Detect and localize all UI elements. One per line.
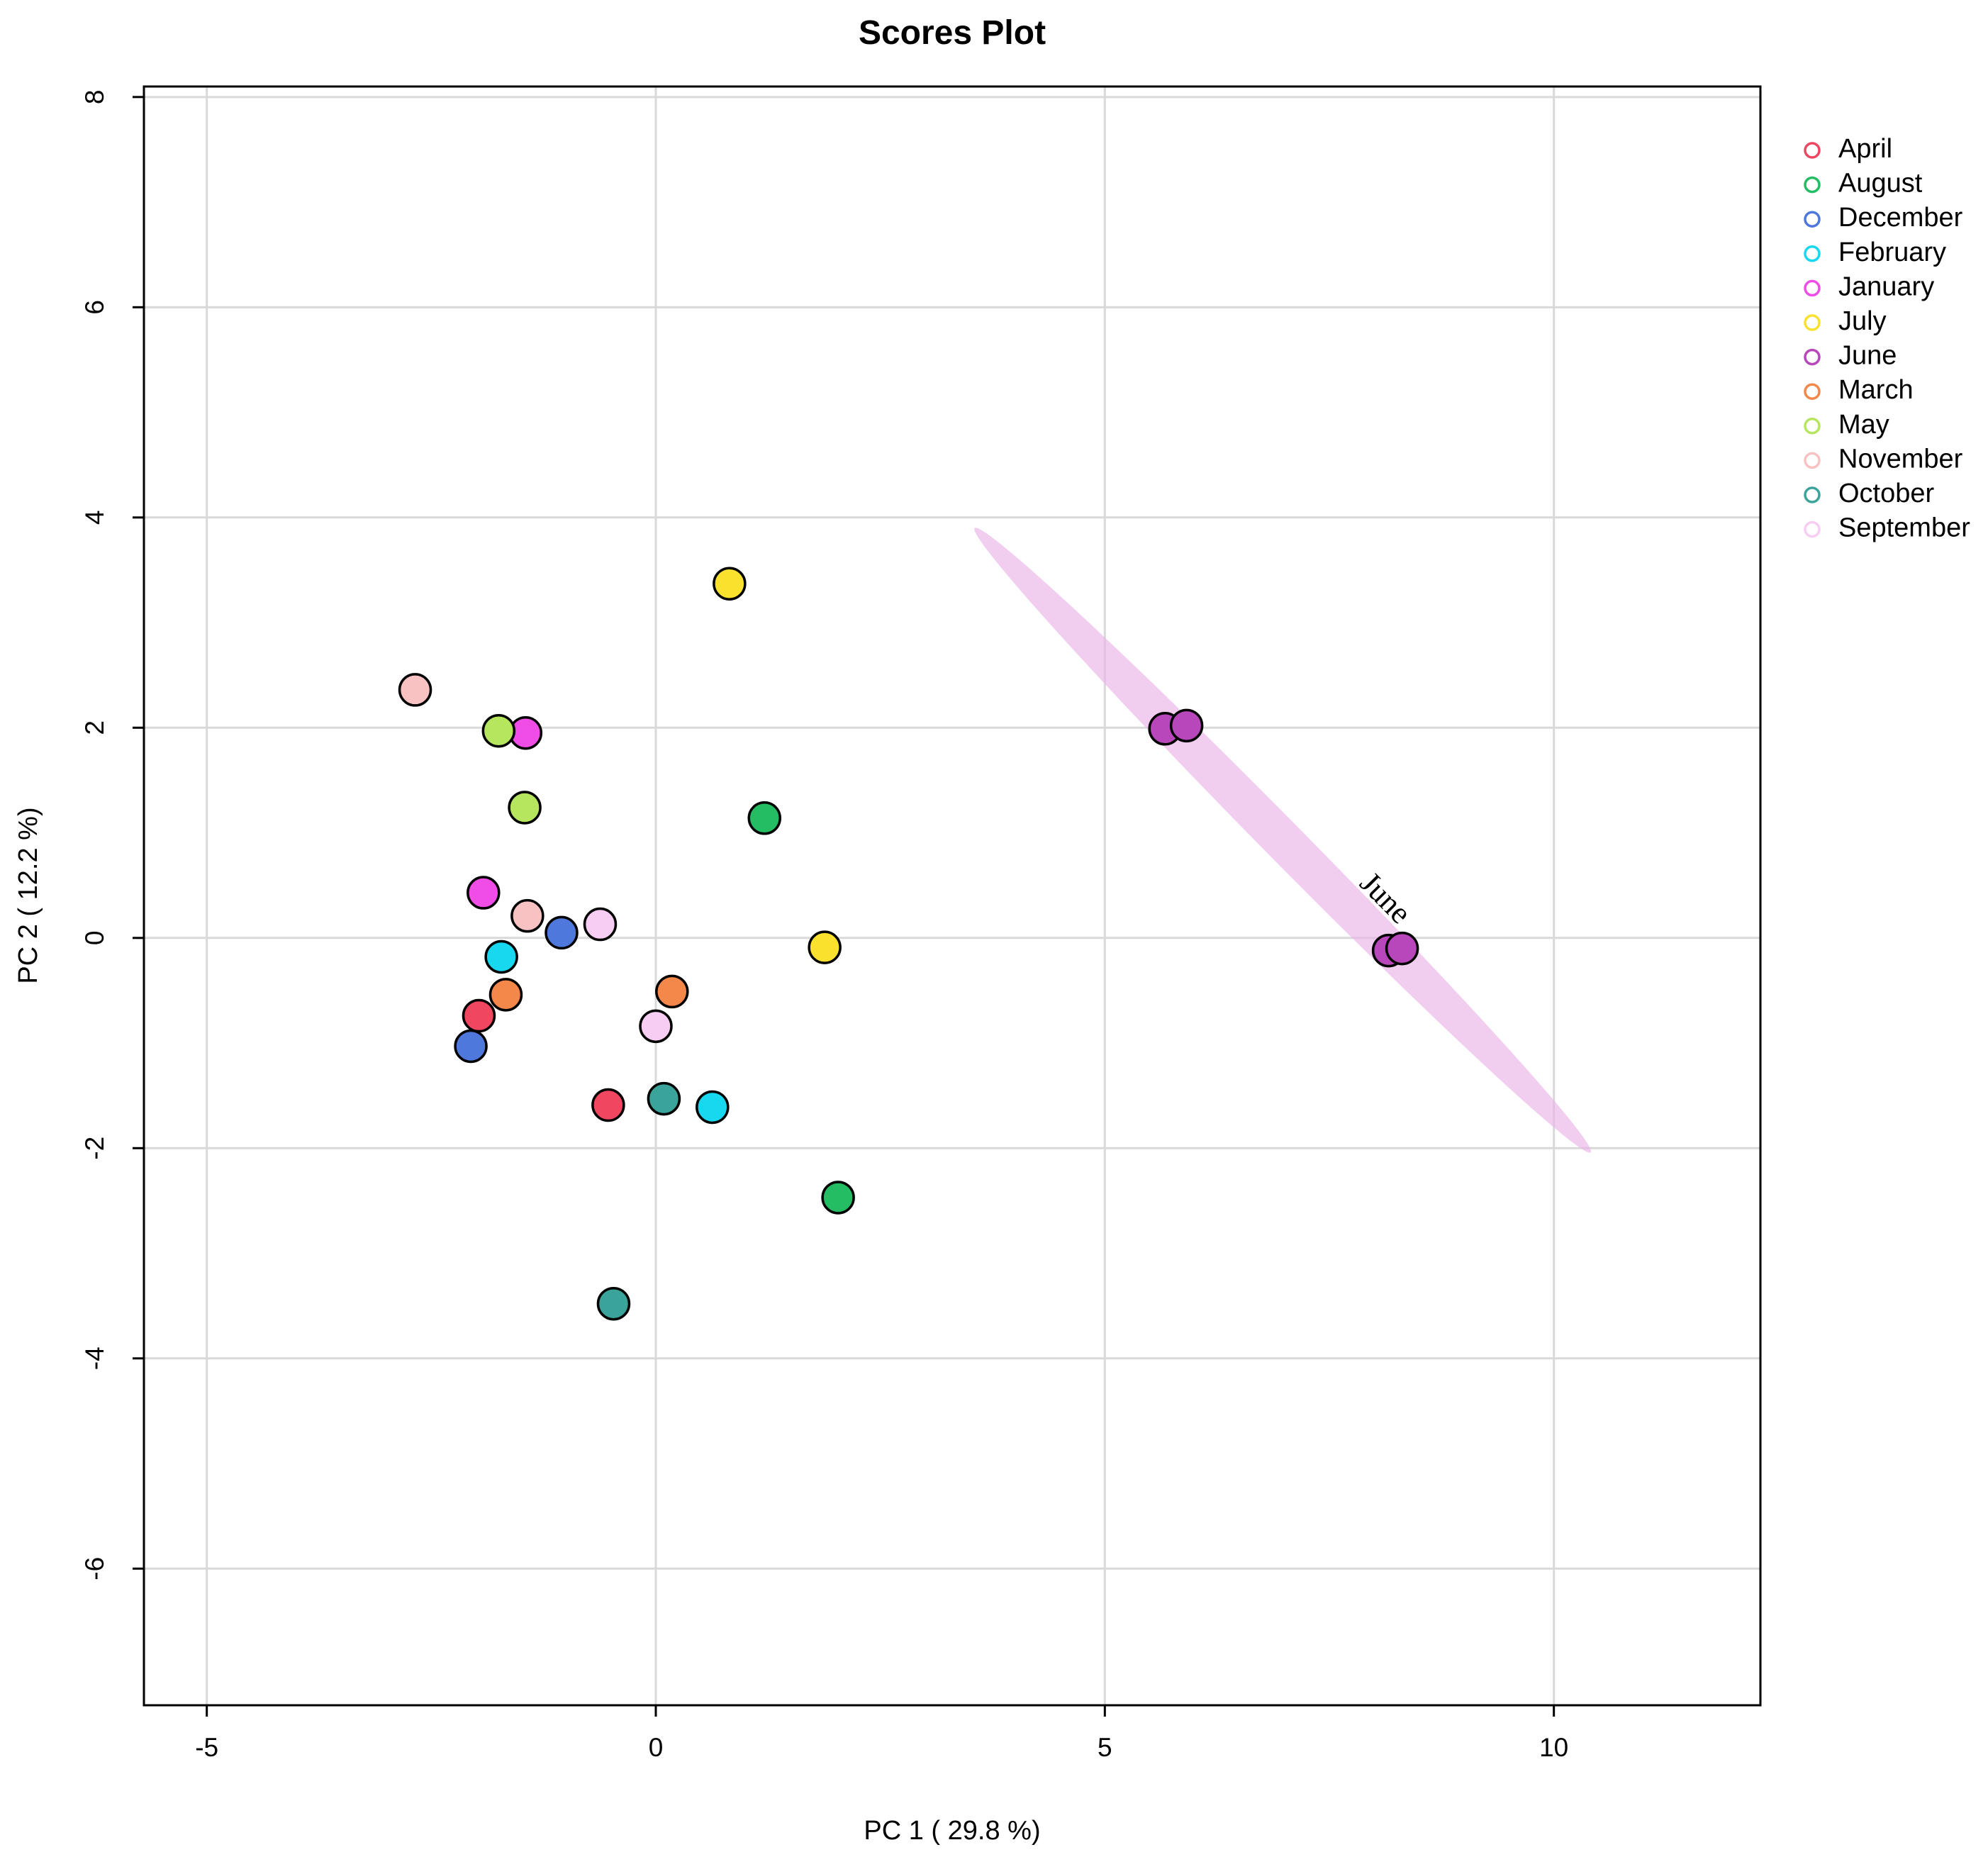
data-point-june xyxy=(1385,931,1419,966)
legend-marker xyxy=(1804,348,1821,366)
data-point-august xyxy=(821,1181,855,1215)
grid-lines xyxy=(144,87,1760,1705)
legend-marker xyxy=(1804,452,1821,469)
legend-item-september: September xyxy=(1804,513,1970,543)
data-point-november xyxy=(398,673,432,707)
data-point-may xyxy=(508,791,542,825)
data-point-april xyxy=(591,1088,625,1122)
x-axis-title: PC 1 ( 29.8 %) xyxy=(864,1816,1040,1846)
data-point-july xyxy=(808,930,842,964)
legend-label: August xyxy=(1838,169,1923,199)
legend-marker xyxy=(1804,142,1821,159)
legend-item-july: July xyxy=(1804,306,1887,336)
y-tick-label: 6 xyxy=(80,300,109,315)
legend-label: April xyxy=(1838,134,1892,164)
y-tick-label: 2 xyxy=(80,720,109,735)
legend-label: December xyxy=(1838,203,1963,233)
y-tick-label: -4 xyxy=(80,1346,109,1370)
legend-marker xyxy=(1804,211,1821,228)
data-point-april xyxy=(462,998,496,1033)
data-point-august xyxy=(747,801,782,835)
legend-item-june: June xyxy=(1804,341,1897,371)
legend-item-august: August xyxy=(1804,169,1923,199)
legend-marker xyxy=(1804,314,1821,331)
chart-title: Scores Plot xyxy=(859,14,1046,52)
legend-item-december: December xyxy=(1804,203,1963,233)
y-tick-label: 4 xyxy=(80,511,109,525)
data-point-september xyxy=(583,907,618,942)
data-point-february xyxy=(484,939,518,974)
x-tick-label: -5 xyxy=(195,1733,218,1762)
data-point-march xyxy=(655,974,689,1009)
data-point-july xyxy=(713,567,747,601)
legend: April August December February January July Ju… xyxy=(1804,134,1970,543)
legend-marker xyxy=(1804,520,1821,538)
data-point-december xyxy=(454,1029,488,1064)
legend-marker xyxy=(1804,176,1821,194)
confidence-ellipse-june xyxy=(974,528,1592,1153)
axes: -5 0 5 10 -6 -4 -2 0 2 4 6 8 xyxy=(80,90,1568,1762)
legend-label: July xyxy=(1838,306,1887,336)
data-point-september xyxy=(639,1009,673,1044)
legend-item-may: May xyxy=(1804,410,1889,440)
legend-marker xyxy=(1804,418,1821,435)
legend-marker xyxy=(1804,279,1821,297)
legend-label: June xyxy=(1838,341,1897,371)
data-point-june xyxy=(1169,708,1204,743)
plot-frame xyxy=(143,85,1762,1707)
data-point-january xyxy=(467,876,501,910)
legend-marker xyxy=(1804,383,1821,400)
legend-item-march: March xyxy=(1804,375,1914,405)
legend-label: November xyxy=(1838,444,1963,474)
y-tick-label: -2 xyxy=(80,1137,109,1160)
legend-label: January xyxy=(1838,272,1934,301)
legend-label: May xyxy=(1838,410,1889,440)
y-axis-title: PC 2 ( 12.2 %) xyxy=(13,807,43,983)
legend-item-november: November xyxy=(1804,444,1963,474)
y-tick-label: 0 xyxy=(80,931,109,946)
data-point-march xyxy=(488,978,523,1012)
legend-label: September xyxy=(1838,513,1970,543)
data-point-october xyxy=(647,1081,681,1116)
x-tick-label: 0 xyxy=(649,1733,664,1762)
x-tick-label: 10 xyxy=(1539,1733,1568,1762)
legend-label: February xyxy=(1838,238,1946,267)
data-point-october xyxy=(596,1286,631,1321)
legend-item-january: January xyxy=(1804,272,1934,301)
data-points xyxy=(398,567,1419,1321)
y-tick-label: -6 xyxy=(80,1557,109,1580)
x-tick-label: 5 xyxy=(1098,1733,1112,1762)
legend-marker xyxy=(1804,486,1821,503)
data-point-december xyxy=(545,915,579,950)
legend-label: March xyxy=(1838,375,1914,405)
legend-label: October xyxy=(1838,479,1935,508)
confidence-ellipses: June xyxy=(974,528,1592,1153)
legend-marker xyxy=(1804,245,1821,262)
data-point-november xyxy=(510,898,545,933)
data-point-february xyxy=(696,1090,730,1125)
data-point-may xyxy=(481,714,516,748)
legend-item-april: April xyxy=(1804,134,1892,164)
legend-item-february: February xyxy=(1804,238,1946,267)
legend-item-october: October xyxy=(1804,479,1935,508)
y-tick-label: 8 xyxy=(80,90,109,105)
